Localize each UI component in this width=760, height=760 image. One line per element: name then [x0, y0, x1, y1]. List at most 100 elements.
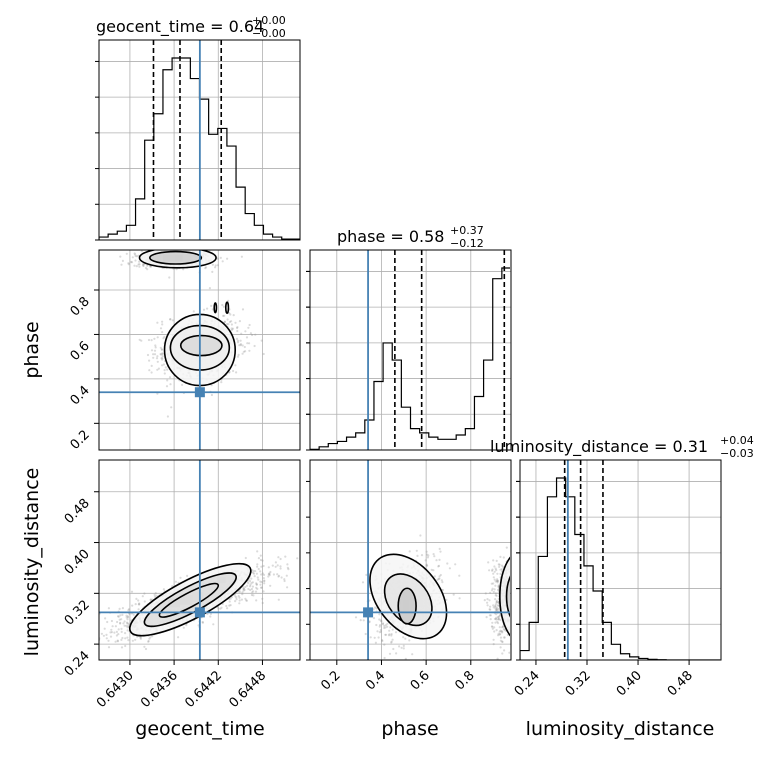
- sample-point: [142, 263, 145, 266]
- xtick-label-phase-1: 0.4: [363, 668, 388, 693]
- sample-point: [200, 246, 202, 248]
- sample-point: [516, 603, 518, 605]
- sample-point: [210, 393, 213, 397]
- sample-point: [517, 606, 519, 608]
- sample-point: [163, 242, 165, 244]
- sample-point: [512, 615, 514, 617]
- sample-point: [161, 352, 164, 355]
- sample-point: [237, 353, 240, 356]
- sample-point: [147, 640, 150, 643]
- sample-point: [513, 582, 515, 584]
- sample-point: [116, 639, 119, 642]
- sample-point: [245, 599, 248, 602]
- sample-point: [150, 371, 153, 374]
- sample-point: [512, 596, 514, 598]
- sample-point: [244, 556, 247, 560]
- sample-point: [220, 381, 223, 384]
- xtick-label-phase-2: 0.6: [408, 668, 433, 693]
- sample-point: [247, 582, 250, 585]
- sample-point: [109, 635, 113, 638]
- sample-point: [261, 572, 264, 575]
- sample-point: [148, 637, 151, 640]
- sample-point: [512, 617, 514, 619]
- sample-point: [497, 617, 501, 620]
- sample-point: [124, 632, 127, 635]
- sample-point: [383, 626, 386, 630]
- sample-point: [483, 599, 486, 602]
- sample-point: [252, 590, 255, 593]
- sample-point: [501, 640, 504, 643]
- sample-point: [438, 547, 441, 551]
- sample-point: [140, 339, 143, 342]
- sample-point: [150, 349, 154, 352]
- sample-point: [259, 554, 262, 557]
- sample-point: [513, 625, 515, 627]
- sample-point: [267, 573, 270, 576]
- sample-point: [139, 636, 142, 639]
- sample-point: [512, 620, 514, 622]
- sample-point: [400, 646, 403, 649]
- sample-point: [117, 615, 120, 618]
- sample-point: [368, 620, 371, 623]
- sample-point: [245, 336, 249, 339]
- ytick-label-luminosity_distance-0: 0.24: [62, 648, 93, 679]
- sample-point: [484, 592, 487, 595]
- sample-point: [513, 606, 515, 608]
- sample-point: [137, 599, 140, 602]
- sample-point: [379, 624, 382, 627]
- sample-point: [492, 590, 495, 594]
- sample-point: [227, 299, 230, 302]
- sample-point: [515, 610, 517, 612]
- sample-point: [511, 604, 513, 606]
- sample-point: [143, 600, 146, 603]
- sample-point: [206, 245, 208, 247]
- sample-point: [458, 597, 461, 600]
- sample-point: [512, 590, 514, 592]
- sample-point: [249, 585, 252, 588]
- sample-point: [123, 620, 126, 623]
- sample-point: [124, 637, 127, 640]
- sample-point: [488, 599, 491, 602]
- sample-point: [511, 601, 513, 603]
- ytick-label-phase-2: 0.6: [68, 339, 93, 364]
- sample-point: [159, 353, 162, 356]
- sample-point: [512, 571, 514, 573]
- sample-point: [139, 636, 142, 639]
- sample-point: [161, 364, 164, 367]
- sample-point: [163, 369, 166, 372]
- hist-luminosity_distance: [520, 477, 720, 660]
- sample-point: [204, 266, 208, 269]
- sample-point: [149, 598, 152, 602]
- sample-point: [425, 550, 428, 553]
- sample-point: [491, 625, 494, 628]
- sample-point: [511, 603, 513, 605]
- sample-point: [140, 250, 143, 253]
- sample-point: [491, 621, 494, 624]
- sample-point: [514, 624, 516, 626]
- sample-point: [458, 574, 461, 577]
- sample-point: [139, 637, 142, 640]
- sample-point: [497, 632, 500, 635]
- sample-point: [142, 263, 145, 266]
- sample-point: [492, 643, 495, 646]
- sample-point: [170, 406, 173, 409]
- sample-point: [384, 633, 388, 636]
- sample-point: [255, 572, 258, 575]
- sample-point: [498, 626, 501, 629]
- sample-point: [113, 631, 116, 634]
- sample-point: [211, 263, 214, 266]
- sample-point: [277, 598, 280, 601]
- sample-point: [495, 601, 498, 604]
- sample-point: [245, 599, 248, 602]
- sample-point: [494, 567, 497, 570]
- sample-point: [379, 630, 382, 633]
- sample-point: [492, 604, 495, 607]
- sample-point: [498, 563, 501, 566]
- sample-point: [209, 615, 212, 618]
- sample-point: [489, 618, 492, 621]
- sample-point: [491, 569, 494, 572]
- sample-point: [512, 624, 514, 626]
- sample-point: [128, 612, 131, 616]
- title-geocent-time: geocent_time = 0.64: [96, 17, 264, 37]
- sample-point: [512, 603, 514, 605]
